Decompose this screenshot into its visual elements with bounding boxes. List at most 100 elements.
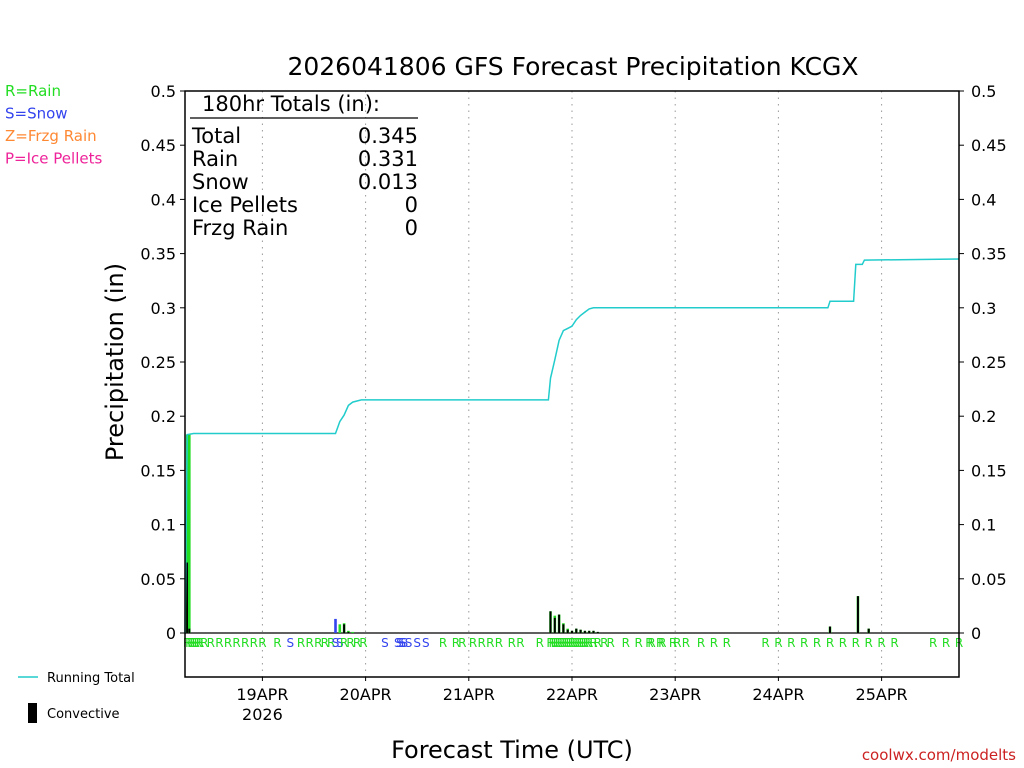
y-tick-label-right: 0.5	[971, 82, 996, 101]
precip-type-marker: R	[353, 636, 361, 650]
totals-row-label: Ice Pellets	[192, 193, 298, 217]
convective-bar	[566, 629, 569, 633]
precip-type-marker: R	[232, 636, 240, 650]
y-tick-label-right: 0.2	[971, 407, 996, 426]
y-tick-label-left: 0.25	[140, 353, 176, 372]
precip-type-marker: R	[553, 636, 561, 650]
type-legend-entry: R=Rain	[5, 82, 61, 100]
precip-type-marker: R	[200, 636, 208, 650]
totals-row-value: 0	[405, 193, 418, 217]
totals-row-value: 0.345	[358, 124, 418, 148]
y-tick-label-right: 0.45	[971, 136, 1007, 155]
totals-row-label: Snow	[192, 170, 249, 194]
y-tick-label-right: 0.1	[971, 516, 996, 535]
precip-type-marker: R	[508, 636, 516, 650]
precip-type-marker: R	[710, 636, 718, 650]
convective-bar	[829, 626, 831, 633]
precip-type-marker: R	[566, 636, 574, 650]
type-legend-entry: S=Snow	[5, 105, 68, 123]
precip-type-marker: R	[183, 636, 191, 650]
y-axis-right: 0 0.05 0.1 0.15 0.2 0.25 0.3 0.35 0.4 0.45 0.5	[959, 82, 1007, 643]
y-tick-label-right: 0.25	[971, 353, 1007, 372]
precip-type-marker: R	[314, 636, 322, 650]
precip-type-marker: R	[196, 636, 204, 650]
precip-type-marker: R	[557, 636, 565, 650]
y-tick-label-left: 0.3	[151, 299, 176, 318]
precip-type-marker: R	[452, 636, 460, 650]
precip-type-marker: R	[192, 636, 200, 650]
precip-type-marker: R	[607, 636, 615, 650]
precip-type-marker: R	[564, 636, 572, 650]
precip-type-marker: R	[561, 636, 569, 650]
precip-type-marker: R	[559, 636, 567, 650]
totals-row-label: Total	[191, 124, 241, 148]
precip-type-marker: R	[579, 636, 587, 650]
precip-type-marker: R	[486, 636, 494, 650]
precip-type-marker: R	[813, 636, 821, 650]
precip-type-marker: R	[865, 636, 873, 650]
x-tick-label: 24APR	[752, 685, 804, 704]
y-tick-label-left: 0.45	[140, 136, 176, 155]
precip-bar	[334, 618, 337, 633]
type-legend-entry: P=Ice Pellets	[5, 150, 102, 168]
precip-type-marker: R	[548, 636, 556, 650]
convective-bar	[186, 562, 189, 633]
running-total-layer	[184, 258, 960, 634]
precip-type-marker: S	[381, 636, 389, 650]
precip-type-marker: S	[413, 636, 421, 650]
totals-row-value: 0.013	[358, 170, 418, 194]
convective-bar	[592, 630, 595, 633]
precip-type-marker: R	[890, 636, 898, 650]
precip-bar	[338, 624, 342, 633]
precip-type-marker: R	[669, 636, 677, 650]
precip-type-marker: R	[327, 636, 335, 650]
precip-type-marker: R	[647, 636, 655, 650]
precip-type-marker: S	[422, 636, 430, 650]
precip-type-marker: R	[546, 636, 554, 650]
precip-type-marker: R	[645, 636, 653, 650]
precip-type-marker: R	[581, 636, 589, 650]
convective-bar	[562, 624, 565, 633]
precip-type-marker: R	[516, 636, 524, 650]
y-tick-label-left: 0.15	[140, 461, 176, 480]
precip-type-marker: R	[194, 636, 202, 650]
y-tick-label-right: 0.05	[971, 570, 1007, 589]
x-tick-label: 20APR	[340, 685, 392, 704]
precip-type-marker: R	[340, 636, 348, 650]
x-tick-label: 22APR	[546, 685, 598, 704]
y-tick-label-left: 0.5	[151, 82, 176, 101]
x-axis-label: Forecast Time (UTC)	[391, 736, 633, 764]
convective-bar	[558, 614, 561, 633]
y-tick-label-left: 0.05	[140, 570, 176, 589]
chart-title: 2026041806 GFS Forecast Precipitation KC…	[287, 52, 858, 81]
convective-bar	[583, 630, 586, 633]
precip-type-marker: R	[942, 636, 950, 650]
totals-row-value: 0.331	[358, 147, 418, 171]
x-tick-year-label: 2026	[242, 705, 283, 724]
precip-type-marker: R	[622, 636, 630, 650]
running-total-legend-label: Running Total	[47, 671, 135, 686]
precip-type-marker: R	[241, 636, 249, 650]
precip-type-marker: S	[405, 636, 413, 650]
convective-bar	[347, 631, 350, 633]
y-tick-label-left: 0.4	[151, 190, 176, 209]
precip-type-marker: S	[332, 636, 340, 650]
precip-type-marker: R	[551, 636, 559, 650]
precip-type-legend: R=Rain S=Snow Z=Frzg Rain P=Ice Pellets	[5, 82, 102, 168]
precip-bar	[188, 434, 191, 633]
convective-bar	[575, 628, 578, 633]
x-tick-label: 23APR	[649, 685, 701, 704]
precip-type-marker: R	[574, 636, 582, 650]
precip-type-marker: R	[306, 636, 314, 650]
totals-row-label: Rain	[192, 147, 238, 171]
precip-type-marker: R	[359, 636, 367, 650]
precip-type-marker: S	[287, 636, 295, 650]
precip-type-marker: S	[398, 636, 406, 650]
precip-type-marker: R	[439, 636, 447, 650]
x-tick-label: 21APR	[443, 685, 495, 704]
precip-type-marker: R	[469, 636, 477, 650]
precip-type-marker: R	[589, 636, 597, 650]
precip-type-marker: S	[396, 636, 404, 650]
totals-header: 180hr Totals (in):	[202, 92, 380, 116]
